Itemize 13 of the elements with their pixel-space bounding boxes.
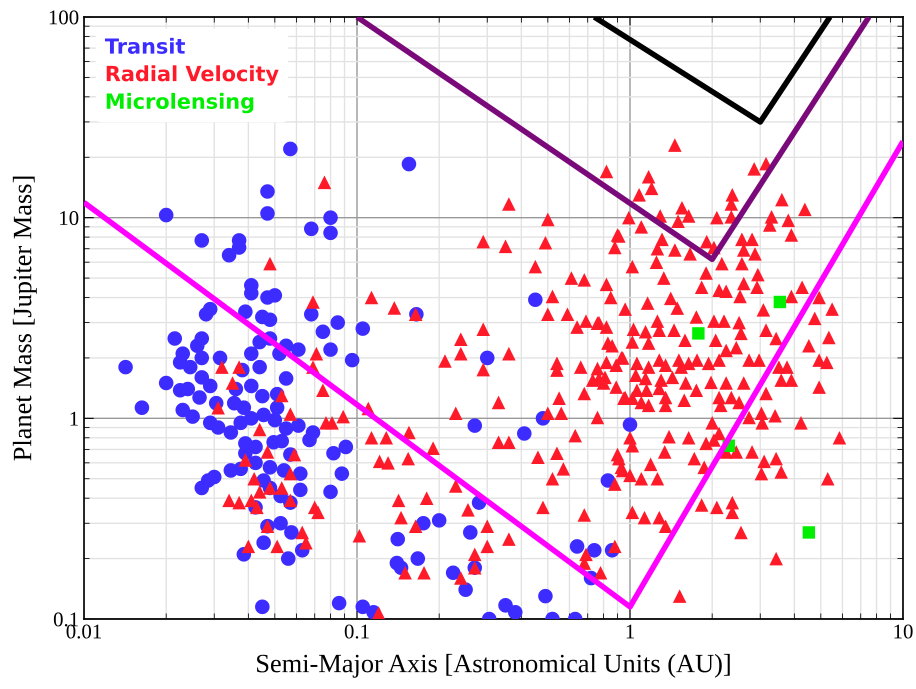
y-tick-label: 0.1 <box>54 612 78 627</box>
x-tick-label: 1 <box>626 624 634 638</box>
y-tick-label: 10 <box>60 211 78 226</box>
text: Transit <box>104 38 185 54</box>
y-tick-label: 100 <box>50 10 78 24</box>
y-tick-label: 1 <box>70 412 78 426</box>
y-axis-title: Planet Mass [Jupiter Mass] <box>12 176 37 461</box>
x-axis-title: Semi-Major Axis [Astronomical Units (AU)] <box>257 654 730 678</box>
x-tick-label: 10 <box>894 624 913 639</box>
text: Microlensing <box>106 92 254 114</box>
text: Radial Velocity <box>106 65 279 86</box>
x-tick-label: 0.01 <box>66 624 101 639</box>
x-tick-label: 0.1 <box>344 624 369 639</box>
